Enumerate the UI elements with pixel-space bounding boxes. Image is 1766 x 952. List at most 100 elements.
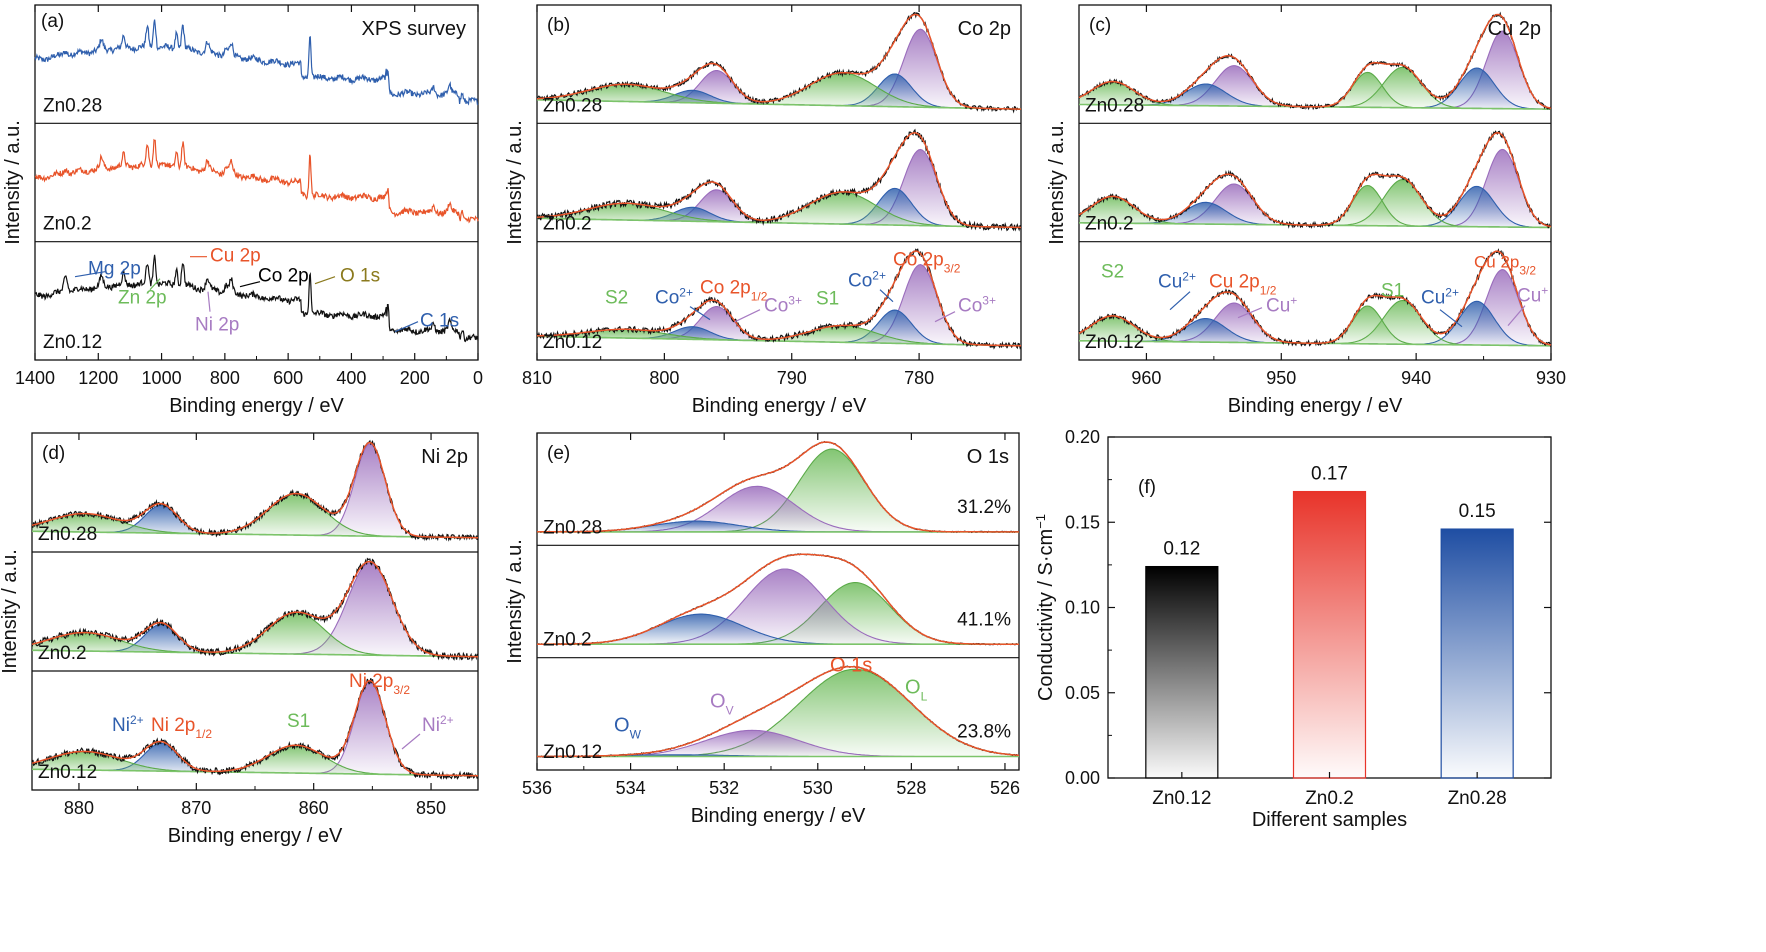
peak-annotation: O 1s (340, 266, 380, 287)
fit-component-area (32, 681, 478, 776)
sample-label: Zn0.2 (38, 643, 87, 664)
annotation-arrow (1507, 305, 1526, 327)
sample-label: Zn0.2 (1085, 214, 1134, 235)
percentage-label: 23.8% (957, 722, 1011, 743)
sample-label: Zn0.2 (543, 214, 592, 235)
annotation-arrow (1169, 291, 1191, 311)
sample-label: Zn0.28 (38, 524, 97, 545)
sample-label: Zn0.12 (43, 332, 102, 353)
fit-component-area (537, 521, 1019, 532)
bar (1145, 565, 1219, 779)
annotation-arrow (689, 306, 711, 321)
fit-component-area (537, 582, 1019, 645)
fit-component-area (537, 486, 1019, 532)
background-line (537, 99, 1021, 110)
sample-label: Zn0.12 (543, 332, 602, 353)
y-axis-label: Intensity / a.u. (504, 120, 526, 245)
peak-annotation: Zn 2p (118, 288, 167, 309)
sample-label: Zn0.12 (38, 762, 97, 783)
panel-label: (e) (547, 443, 570, 464)
fit-component-area (537, 310, 1021, 346)
plot-frame (1078, 4, 1552, 361)
bar-value-label: 0.17 (1311, 464, 1348, 485)
sample-label: Zn0.2 (543, 630, 592, 651)
fit-envelope (537, 441, 1019, 533)
x-tick-label: 880 (64, 798, 94, 818)
fit-component-area (1079, 186, 1551, 228)
fit-component-area (537, 614, 1019, 645)
peak-annotation: Mg 2p (88, 259, 141, 280)
x-axis-label: Different samples (1252, 809, 1407, 831)
peak-annotation: Cu+ (1266, 294, 1297, 317)
x-axis-label: Binding energy / eV (691, 805, 866, 827)
panel-title: O 1s (967, 446, 1009, 468)
x-tick-label: 1400 (15, 368, 55, 388)
background-line (536, 217, 1022, 229)
x-tick-label: 1000 (142, 368, 182, 388)
peak-annotation: Cu 2p (210, 246, 261, 267)
peak-annotation: S1 (287, 711, 310, 732)
peak-annotation: S2 (605, 288, 628, 309)
y-axis-label: Conductivity / S·cm−1 (1033, 514, 1058, 701)
x-axis-label: Binding energy / eV (169, 395, 344, 417)
fit-component-area (32, 513, 478, 538)
fit-component-area (1079, 84, 1551, 110)
fit-component-area (1079, 300, 1551, 346)
y-tick-label: 0.00 (1065, 768, 1100, 788)
peak-annotation: Co2+ (848, 269, 886, 292)
plot-frame (31, 432, 479, 791)
x-tick-label: 200 (400, 368, 430, 388)
peak-annotation: O 1s (830, 655, 872, 677)
y-axis-label: Intensity / a.u. (504, 539, 526, 664)
x-tick-label: Zn0.12 (1152, 788, 1211, 809)
fit-component-area (32, 443, 478, 538)
x-tick-label: 960 (1131, 368, 1161, 388)
panel-e: 536 534 532 530 528 526 Zn0.28 Zn0.2 Zn0.12 Bindi… (504, 432, 1020, 827)
annotation-arrow (1237, 307, 1263, 319)
fit-envelope (537, 250, 1021, 347)
annotation-arrow (149, 278, 161, 291)
panel-label: (c) (1089, 15, 1111, 36)
panel-label: (b) (547, 15, 570, 36)
plot-frame (536, 4, 1022, 361)
survey-spectrum (34, 138, 479, 224)
x-axis-label: Binding energy / eV (692, 395, 867, 417)
fit-component-area (32, 493, 478, 538)
y-axis-label: Intensity / a.u. (2, 120, 24, 245)
x-tick-label: 400 (336, 368, 366, 388)
fit-envelope (1078, 13, 1552, 110)
fit-component-area (32, 745, 478, 776)
fit-envelope (537, 665, 1020, 758)
peak-annotation: Cu 2p1/2 (1209, 272, 1277, 298)
background-line (32, 649, 478, 658)
peak-annotation: Cu 2p3/2 (1474, 253, 1536, 278)
sample-label: Zn0.28 (43, 95, 102, 116)
fit-component-area (1079, 179, 1551, 228)
peak-annotation: S2 (1101, 262, 1124, 283)
sample-label: Zn0.28 (543, 517, 602, 538)
sample-label: Zn0.28 (543, 95, 602, 116)
fit-component-area (32, 632, 478, 657)
peak-annotation: Co3+ (764, 294, 802, 317)
annotation-arrow (879, 289, 894, 303)
peak-annotation: S1 (816, 289, 839, 310)
x-tick-label: Zn0.28 (1448, 788, 1507, 809)
bar-value-label: 0.12 (1163, 539, 1200, 560)
fit-component-area (1079, 301, 1551, 346)
sample-label: Zn0.28 (1085, 95, 1144, 116)
x-tick-label: 950 (1266, 368, 1296, 388)
annotation-arrow (1439, 309, 1463, 328)
annotation-arrow (934, 311, 956, 323)
panel-a: 1400 1200 1000 800 600 400 200 0 Zn0.28 Zn0.2 Zn0.… (2, 4, 483, 417)
peak-annotation: OV (710, 691, 734, 718)
peak-annotation: Co 2p (258, 266, 309, 287)
x-tick-label: 800 (210, 368, 240, 388)
peak-annotation: Cu2+ (1421, 286, 1459, 309)
x-tick-label: 0 (473, 368, 483, 388)
x-tick-label: 930 (1536, 368, 1566, 388)
x-tick-label: 850 (416, 798, 446, 818)
fit-component-area (537, 329, 1021, 346)
fit-component-area (537, 569, 1019, 645)
bar-value-label: 0.15 (1459, 501, 1496, 522)
x-tick-label: 1200 (78, 368, 118, 388)
